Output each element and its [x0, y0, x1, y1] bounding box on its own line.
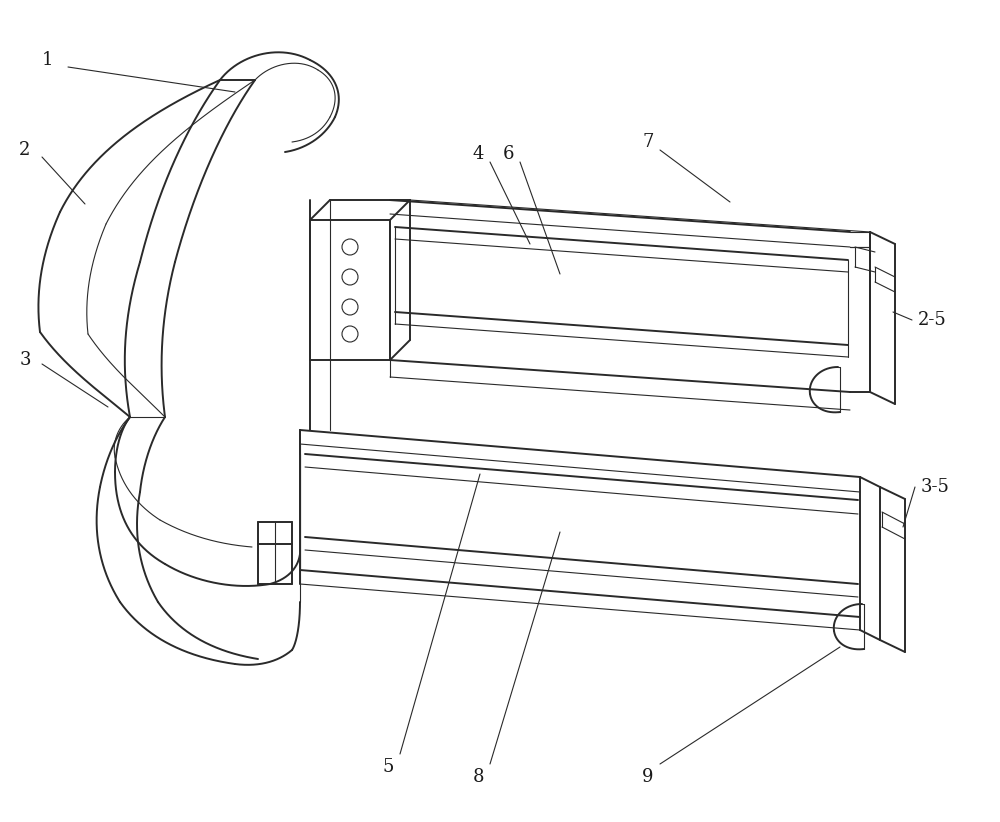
Text: 1: 1 — [42, 51, 54, 69]
Text: 3-5: 3-5 — [921, 478, 949, 496]
Text: 8: 8 — [472, 768, 484, 786]
Text: 4: 4 — [472, 145, 484, 163]
Text: 2-5: 2-5 — [918, 311, 946, 329]
Text: 2: 2 — [19, 141, 31, 159]
Text: 6: 6 — [502, 145, 514, 163]
Text: 3: 3 — [19, 351, 31, 369]
Text: 5: 5 — [382, 758, 394, 776]
Text: 9: 9 — [642, 768, 654, 786]
Text: 7: 7 — [642, 133, 654, 151]
